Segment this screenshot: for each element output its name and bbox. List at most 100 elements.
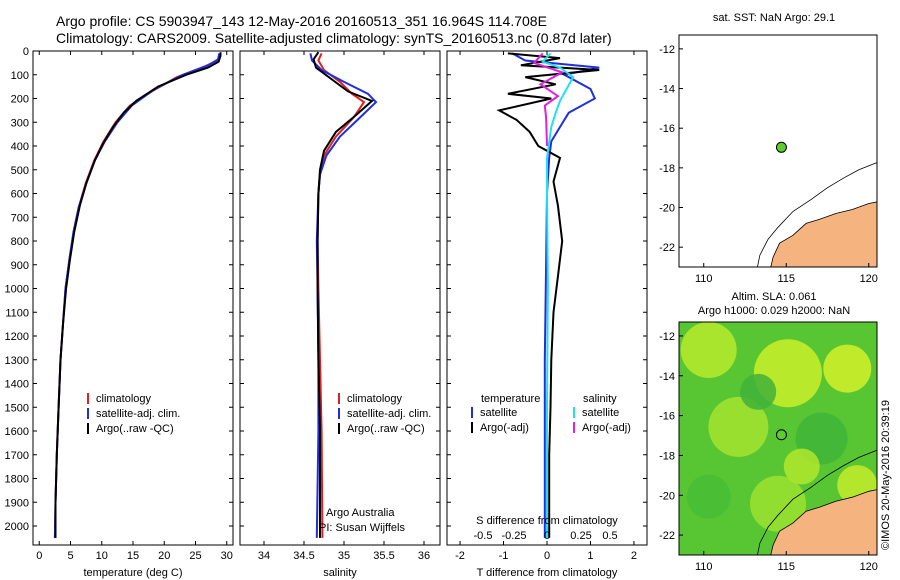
figure-title-line2: Climatology: CARS2009. Satellite-adjuste… — [56, 30, 612, 46]
salinity-xtick-label: 35.5 — [373, 550, 394, 562]
sla-xtick-label: 115 — [777, 561, 795, 573]
sst-argo-marker — [775, 141, 787, 153]
sst-map: 110 115 120 -12 -14 -16 -18 -20 -22 — [659, 34, 878, 285]
salinity-xtick-label: 34.5 — [293, 550, 314, 562]
sla-xtick-label: 110 — [695, 561, 713, 573]
figure-title-line1: Argo profile: CS 5903947_143 12-May-2016… — [56, 13, 547, 29]
difference-xlabel2: S difference from climatology — [476, 515, 618, 527]
temperature-xtick-label: 0 — [36, 550, 42, 562]
sla-bathymetry-contour — [757, 449, 877, 555]
sst-xtick-label: 110 — [695, 273, 713, 285]
sst-ytick-label: -18 — [659, 163, 675, 175]
sla-field-patch — [823, 344, 872, 393]
difference-legend-label: satellite — [480, 407, 517, 419]
temperature-series-line — [53, 52, 222, 538]
difference-legend-label: Argo(-adj) — [480, 422, 529, 434]
temperature-frame — [32, 50, 234, 546]
sla-ytick-label: -16 — [659, 411, 675, 423]
sla-ytick-label: -18 — [659, 450, 675, 462]
sst-ytick-label: -22 — [659, 242, 675, 254]
salinity-diff-tick-label: -0.5 — [474, 530, 493, 542]
salinity-xtick-label: 36 — [418, 550, 430, 562]
depth-tick-label: 700 — [11, 212, 29, 224]
salinity-panel: 34 34.5 35 35.5 36 salinity — [239, 50, 441, 579]
difference-xtick-label: -1 — [499, 550, 509, 562]
sla-field-patch — [680, 322, 737, 378]
sla-field-patch — [740, 373, 777, 410]
depth-tick-label: 1200 — [5, 331, 29, 343]
temperature-legend-label: satellite-adj. clim. — [96, 408, 180, 420]
depth-tick-label: 1300 — [5, 355, 29, 367]
salinity-legend-label: Argo(..raw -QC) — [347, 423, 425, 435]
sla-field-patch — [686, 474, 731, 519]
salinity-frame — [239, 50, 441, 546]
depth-tick-label: 1100 — [5, 307, 29, 319]
difference-legend-label: satellite — [582, 407, 619, 419]
sla-argo-marker — [775, 429, 787, 441]
depth-tick-label: 1500 — [5, 402, 29, 414]
temperature-xtick-label: 15 — [127, 550, 139, 562]
salinity-series-line — [316, 52, 366, 538]
salinity-legend-label: climatology — [347, 393, 403, 405]
temperature-xtick-label: 30 — [221, 550, 233, 562]
sla-ytick-label: -14 — [659, 371, 675, 383]
sst-map-title: sat. SST: NaN Argo: 29.1 — [712, 12, 836, 24]
salinity-xtick-label: 34 — [258, 550, 270, 562]
sla-field-patch — [783, 448, 820, 485]
sla-frame — [678, 321, 878, 556]
salinity-diff-tick-label: 0.5 — [602, 530, 617, 542]
difference-series-line — [496, 52, 600, 538]
temperature-legend-label: climatology — [96, 393, 152, 405]
difference-xtick-label: 0 — [544, 550, 550, 562]
depth-tick-label: 1000 — [5, 284, 29, 296]
temperature-xtick-label: 5 — [67, 550, 73, 562]
sla-land — [770, 489, 877, 555]
temperature-series-line — [54, 52, 222, 538]
temperature-series-line — [53, 53, 221, 538]
depth-tick-label: 0 — [23, 46, 29, 58]
depth-tick-label: 1600 — [5, 426, 29, 438]
temperature-xtick-label: 25 — [189, 550, 201, 562]
difference-panel: -2 -1 0 1 2 T difference from climatology — [446, 50, 648, 579]
temperature-panel: 0100200300400500600700800900100011001200… — [5, 46, 234, 579]
sla-map: 110 115 120 -12 -14 -16 -18 -20 -22 — [659, 321, 878, 573]
difference-legend-label: Argo(-adj) — [582, 422, 631, 434]
sst-ytick-label: -16 — [659, 123, 675, 135]
temperature-legend-label: Argo(..raw -QC) — [96, 423, 174, 435]
depth-tick-label: 800 — [11, 236, 29, 248]
sla-ytick-label: -12 — [659, 331, 675, 343]
difference-xlabel: T difference from climatology — [477, 567, 618, 579]
depth-tick-label: 1700 — [5, 450, 29, 462]
sla-ytick-label: -22 — [659, 530, 675, 542]
difference-legend-heading: salinity — [583, 393, 617, 405]
sst-frame — [678, 34, 878, 268]
salinity-diff-tick-label: -0.25 — [501, 530, 526, 542]
salinity-annotation: Argo Australia — [326, 507, 395, 519]
sst-xtick-label: 120 — [860, 273, 878, 285]
sla-xtick-label: 120 — [860, 561, 878, 573]
difference-xtick-label: -2 — [455, 550, 465, 562]
sst-xtick-label: 115 — [777, 273, 795, 285]
salinity-diff-tick-label: 0 — [544, 530, 550, 542]
depth-tick-label: 1800 — [5, 474, 29, 486]
salinity-xlabel: salinity — [323, 567, 357, 579]
temperature-xlabel: temperature (deg C) — [83, 567, 182, 579]
sla-ytick-label: -20 — [659, 490, 675, 502]
depth-tick-label: 1400 — [5, 379, 29, 391]
depth-tick-label: 300 — [11, 117, 29, 129]
sst-ytick-label: -14 — [659, 84, 675, 96]
depth-tick-label: 500 — [11, 165, 29, 177]
depth-tick-label: 400 — [11, 141, 29, 153]
sst-bathymetry-contour — [757, 162, 877, 267]
depth-tick-label: 600 — [11, 189, 29, 201]
difference-series-line — [540, 52, 575, 538]
depth-tick-label: 200 — [11, 94, 29, 106]
temperature-xtick-label: 20 — [158, 550, 170, 562]
salinity-xtick-label: 35 — [338, 550, 350, 562]
salinity-annotation: PI: Susan Wijffels — [319, 522, 405, 534]
sla-field-patch — [708, 396, 769, 457]
sla-map-content — [679, 322, 877, 555]
difference-series-line — [532, 52, 565, 147]
depth-tick-label: 1900 — [5, 497, 29, 509]
